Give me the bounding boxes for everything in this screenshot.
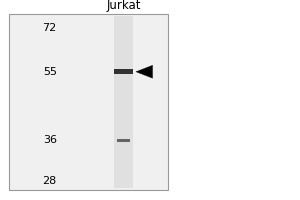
Bar <box>9 14 168 190</box>
Text: Jurkat: Jurkat <box>106 0 141 12</box>
Text: 72: 72 <box>43 23 57 33</box>
Bar <box>117 139 130 142</box>
Text: 28: 28 <box>43 176 57 186</box>
Bar <box>114 16 133 188</box>
Text: 55: 55 <box>43 67 57 77</box>
Bar <box>114 69 133 74</box>
Polygon shape <box>136 65 152 78</box>
Text: 36: 36 <box>43 135 57 145</box>
